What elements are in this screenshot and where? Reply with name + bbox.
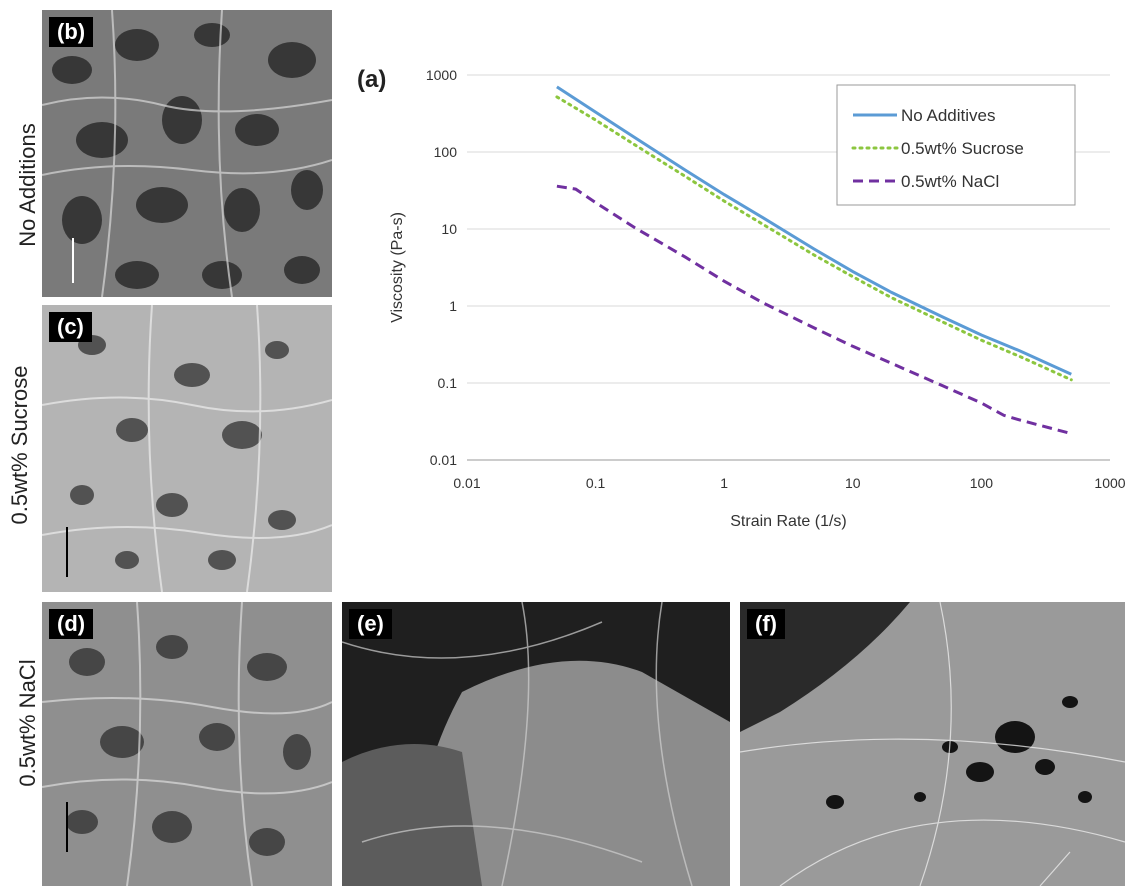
sem-texture [740, 602, 1125, 886]
x-axis-label: Strain Rate (1/s) [730, 513, 846, 530]
y-tick-label: 10 [441, 221, 457, 237]
legend-label: No Additives [901, 106, 996, 125]
x-tick-label: 1 [720, 475, 728, 491]
row-label-sucrose: 0.5wt% Sucrose [7, 365, 32, 525]
sem-texture [42, 602, 332, 886]
series-line-0 [556, 85, 1072, 376]
panel-tag-f: (f) [747, 609, 785, 639]
panel-tag-b: (b) [49, 17, 94, 47]
row-label-no-additions: No Additions [15, 123, 40, 247]
y-tick-label: 0.1 [438, 375, 458, 391]
legend-label: 0.5wt% Sucrose [901, 139, 1024, 158]
x-tick-label: 100 [970, 475, 994, 491]
sem-texture [42, 10, 332, 297]
sem-texture [342, 602, 730, 886]
series-line-2 [556, 184, 1072, 436]
legend-box [836, 84, 1076, 206]
sem-image-sucrose: (c) [42, 305, 332, 592]
legend-label: 0.5wt% NaCl [901, 172, 999, 191]
x-tick-label: 0.1 [586, 475, 606, 491]
y-axis-label: Viscosity (Pa-s) [389, 212, 406, 323]
panel-tag-a: (a) [357, 66, 387, 93]
x-tick-label: 10 [845, 475, 861, 491]
panel-tag-e: (e) [349, 609, 392, 639]
y-tick-label: 1000 [426, 67, 457, 83]
panel-tag-d: (d) [49, 609, 94, 639]
sem-image-closeup-f: (f) [740, 602, 1125, 886]
x-tick-label: 1000 [1094, 475, 1125, 491]
y-tick-label: 100 [434, 144, 458, 160]
y-tick-label: 0.01 [430, 452, 457, 468]
scale-bar [66, 527, 68, 577]
viscosity-chart: 0.01 0.1 1 10 100 1000 0.01 0.1 1 10 100 1000 Strain… [389, 67, 1126, 530]
scale-bar [66, 802, 68, 852]
row-label-nacl: 0.5wt% NaCl [15, 659, 40, 787]
sem-image-closeup-e: (e) [342, 602, 730, 886]
series-line-1 [555, 95, 1073, 382]
x-tick-label: 0.01 [453, 475, 480, 491]
panel-tag-c: (c) [49, 312, 92, 342]
scale-bar [72, 238, 74, 283]
y-tick-label: 1 [449, 298, 457, 314]
sem-image-nacl: (d) [42, 602, 332, 886]
sem-texture [42, 305, 332, 592]
sem-image-no-additions: (b) [42, 10, 332, 297]
